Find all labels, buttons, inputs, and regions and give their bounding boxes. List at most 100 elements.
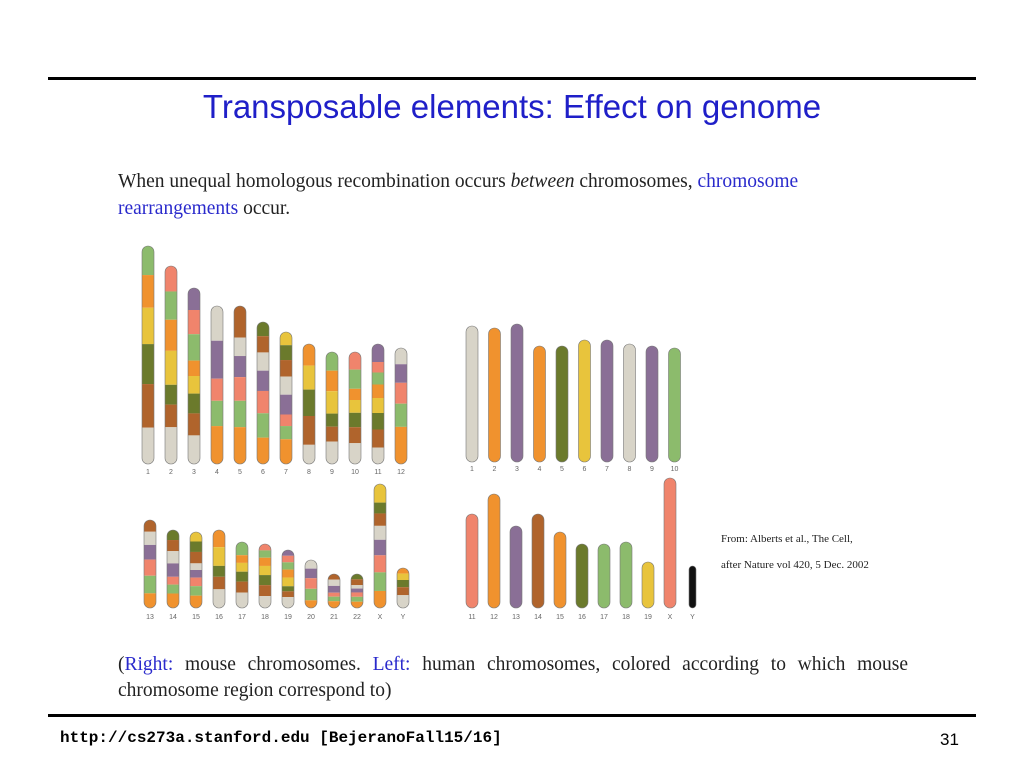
chromosome-band xyxy=(328,585,340,593)
chromosome-band xyxy=(328,596,340,602)
human-chromosome-22 xyxy=(350,573,364,609)
chromosome-band xyxy=(165,291,177,320)
chromosome-band xyxy=(328,579,340,586)
chromosome-band xyxy=(303,416,315,445)
chromosome-band xyxy=(257,413,269,438)
human-chromosome-Y xyxy=(396,567,410,609)
source-line-2: after Nature vol 420, 5 Dec. 2002 xyxy=(721,559,869,571)
chromosome-band xyxy=(351,585,363,589)
mouse-label-16: 16 xyxy=(578,614,586,621)
chromosome-band xyxy=(623,344,636,462)
mouse-chromosome-6 xyxy=(578,339,591,463)
chromosome-band xyxy=(257,390,269,414)
chromosome-band xyxy=(213,547,225,566)
chromosome-band xyxy=(236,562,248,572)
chromosome-band xyxy=(190,577,202,587)
chromosome-band xyxy=(395,348,407,365)
chromosome-band xyxy=(144,575,156,594)
chromosome-band xyxy=(188,288,200,310)
chromosome-band xyxy=(349,369,361,389)
mouse-label-17: 17 xyxy=(600,614,608,621)
chromosome-band xyxy=(397,573,409,580)
intro-italic: between xyxy=(510,171,575,192)
mouse-chromosome-X xyxy=(663,477,677,609)
chromosome-band xyxy=(213,530,225,548)
human-chromosome-13 xyxy=(143,519,157,609)
mouse-chromosome-7 xyxy=(600,339,614,463)
chromosome-outline xyxy=(164,265,178,465)
human-chromosome-X xyxy=(373,483,387,609)
chromosome-band xyxy=(234,337,246,357)
chromosome-band xyxy=(305,588,317,601)
human-label-13: 13 xyxy=(146,614,154,621)
chromosome-band xyxy=(689,566,696,608)
chromosome-band xyxy=(374,572,386,591)
human-chromosome-1 xyxy=(141,245,155,465)
chromosome-band xyxy=(188,360,200,376)
chromosome-outline xyxy=(212,529,226,609)
chromosome-band xyxy=(646,346,658,462)
chromosome-band xyxy=(165,427,177,464)
chromosome-band xyxy=(236,581,248,593)
chromosome-band xyxy=(165,384,177,405)
chromosome-band xyxy=(556,346,568,462)
chromosome-band xyxy=(167,593,179,608)
chromosome-band xyxy=(165,266,177,292)
mouse-chromosome-18 xyxy=(619,541,633,609)
chromosome-band xyxy=(372,344,384,362)
mouse-label-4: 4 xyxy=(538,466,542,473)
chromosome-outline xyxy=(597,543,611,609)
chromosome-band xyxy=(351,579,363,586)
chromosome-band xyxy=(397,568,409,574)
source-line-1: From: Alberts et al., The Cell, xyxy=(721,533,853,545)
chromosome-band xyxy=(351,601,363,608)
chromosome-band xyxy=(259,557,271,566)
chromosome-band xyxy=(167,551,179,564)
chromosome-band xyxy=(349,443,361,464)
chromosome-band xyxy=(374,539,386,556)
chromosome-band xyxy=(213,589,225,608)
chromosome-band xyxy=(142,384,154,428)
mouse-label-7: 7 xyxy=(605,466,609,473)
chromosome-band xyxy=(326,391,338,414)
chromosome-band xyxy=(188,334,200,361)
mouse-label-Y: Y xyxy=(690,614,695,621)
chromosome-band xyxy=(466,514,478,608)
chromosome-band xyxy=(282,555,294,563)
chromosome-band xyxy=(374,525,386,540)
human-chromosome-3 xyxy=(187,287,201,465)
chromosome-band xyxy=(257,437,269,464)
chromosome-outline xyxy=(533,345,546,463)
mouse-chromosome-19 xyxy=(641,561,655,609)
chromosome-band xyxy=(351,574,363,580)
mouse-label-19: 19 xyxy=(644,614,652,621)
footer-url[interactable]: http://cs273a.stanford.edu [BejeranoFall… xyxy=(60,729,502,747)
chromosome-outline xyxy=(575,543,589,609)
chromosome-band xyxy=(234,377,246,401)
mouse-label-2: 2 xyxy=(493,466,497,473)
chromosome-band xyxy=(167,540,179,552)
chromosome-band xyxy=(642,562,654,608)
caption-part3: mouse chromosomes. xyxy=(173,654,373,675)
chromosome-band xyxy=(351,596,363,602)
chromosome-outline xyxy=(531,513,545,609)
chromosome-band xyxy=(395,403,407,427)
mouse-label-11: 11 xyxy=(468,614,475,621)
chromosome-band xyxy=(351,588,363,593)
human-label-6: 6 xyxy=(261,469,265,476)
human-label-19: 19 xyxy=(284,614,292,621)
human-chromosome-9 xyxy=(325,351,339,465)
chromosome-band xyxy=(511,324,523,462)
chromosome-band xyxy=(372,413,384,430)
chromosome-band xyxy=(142,427,154,464)
intro-part3: chromosomes, xyxy=(574,171,698,192)
slide-title: Transposable elements: Effect on genome xyxy=(202,88,822,125)
chromosome-band xyxy=(374,590,386,608)
caption-part5: human chromosomes, colored according to … xyxy=(118,654,908,701)
chromosome-band xyxy=(282,562,294,570)
human-label-17: 17 xyxy=(238,614,246,621)
caption-right-label: Right: xyxy=(124,654,174,675)
chromosome-band xyxy=(326,370,338,392)
chromosome-band xyxy=(188,393,200,414)
chromosome-outline xyxy=(555,345,569,463)
